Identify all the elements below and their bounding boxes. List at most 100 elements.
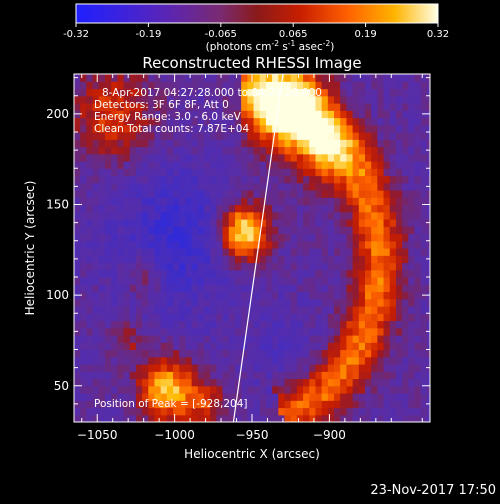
- heatmap-cell: [204, 168, 211, 177]
- heatmap-cell: [129, 226, 137, 235]
- heatmap-cell: [179, 103, 187, 111]
- heatmap-cell: [234, 248, 242, 256]
- heatmap-cell: [346, 277, 354, 285]
- heatmap-cell: [352, 306, 360, 314]
- heatmap-cell: [111, 255, 118, 264]
- heatmap-cell: [160, 371, 168, 380]
- heatmap-cell: [321, 161, 329, 169]
- heatmap-cell: [327, 306, 335, 314]
- heatmap-cell: [358, 81, 366, 90]
- heatmap-cell: [142, 284, 149, 293]
- heatmap-cell: [117, 407, 125, 416]
- heatmap-cell: [197, 255, 205, 264]
- heatmap-cell: [173, 139, 180, 148]
- heatmap-cell: [327, 378, 335, 387]
- heatmap-cell: [346, 124, 354, 133]
- heatmap-cell: [111, 219, 118, 227]
- heatmap-cell: [197, 371, 205, 380]
- heatmap-cell: [364, 168, 372, 177]
- heatmap-cell: [241, 211, 248, 220]
- heatmap-cell: [111, 139, 118, 148]
- heatmap-cell: [303, 197, 310, 206]
- heatmap-cell: [358, 327, 366, 336]
- heatmap-cell: [420, 240, 428, 249]
- heatmap-cell: [358, 117, 366, 126]
- heatmap-cell: [173, 400, 180, 409]
- heatmap-cell: [111, 385, 118, 394]
- heatmap-cell: [204, 161, 211, 169]
- heatmap-cell: [111, 327, 118, 336]
- heatmap-cell: [179, 356, 187, 365]
- heatmap-cell: [123, 168, 131, 177]
- heatmap-cell: [340, 400, 348, 409]
- heatmap-cell: [358, 103, 366, 111]
- heatmap-cell: [377, 284, 385, 293]
- heatmap-cell: [395, 103, 403, 111]
- heatmap-cell: [315, 197, 323, 206]
- heatmap-cell: [154, 349, 162, 358]
- heatmap-cell: [148, 255, 156, 264]
- heatmap-cell: [327, 255, 335, 264]
- heatmap-cell: [352, 211, 360, 220]
- heatmap-cell: [80, 269, 87, 278]
- heatmap-cell: [191, 88, 199, 97]
- heatmap-cell: [142, 81, 149, 90]
- heatmap-cell: [74, 117, 81, 126]
- heatmap-cell: [420, 335, 428, 343]
- heatmap-cell: [160, 81, 168, 90]
- heatmap-cell: [210, 190, 217, 198]
- heatmap-cell: [364, 74, 372, 82]
- heatmap-cell: [315, 103, 323, 111]
- heatmap-cell: [352, 190, 360, 198]
- heatmap-cell: [272, 335, 279, 343]
- heatmap-cell: [395, 262, 403, 271]
- heatmap-cell: [296, 284, 304, 293]
- heatmap-cell: [148, 349, 156, 358]
- annotation-energy-range: Energy Range: 3.0 - 6.0 keV: [94, 111, 242, 123]
- heatmap-cell: [166, 407, 174, 416]
- heatmap-cell: [309, 248, 317, 256]
- heatmap-cell: [346, 233, 354, 242]
- heatmap-cell: [402, 88, 409, 97]
- heatmap-cell: [104, 124, 112, 133]
- heatmap-cell: [309, 182, 317, 191]
- heatmap-cell: [117, 74, 125, 82]
- heatmap-cell: [389, 356, 397, 365]
- heatmap-cell: [253, 233, 261, 242]
- heatmap-cell: [104, 298, 112, 307]
- heatmap-cell: [123, 103, 131, 111]
- heatmap-cell: [98, 284, 106, 293]
- heatmap-cell: [272, 95, 279, 104]
- heatmap-cell: [321, 117, 329, 126]
- heatmap-cell: [303, 103, 310, 111]
- heatmap-cell: [123, 95, 131, 104]
- heatmap-cell: [340, 248, 348, 256]
- heatmap-cell: [123, 161, 131, 169]
- heatmap-cell: [259, 393, 267, 401]
- heatmap-cell: [389, 414, 397, 422]
- heatmap-cell: [395, 219, 403, 227]
- heatmap-cell: [284, 414, 292, 422]
- heatmap-cell: [142, 226, 149, 235]
- heatmap-cell: [334, 190, 341, 198]
- heatmap-cell: [166, 211, 174, 220]
- heatmap-cell: [123, 407, 131, 416]
- heatmap-cell: [259, 364, 267, 372]
- heatmap-cell: [290, 306, 298, 314]
- heatmap-cell: [228, 364, 236, 372]
- heatmap-cell: [278, 197, 286, 206]
- heatmap-cell: [253, 204, 261, 213]
- heatmap-cell: [315, 74, 323, 82]
- heatmap-cell: [154, 240, 162, 249]
- heatmap-cell: [191, 168, 199, 177]
- heatmap-cell: [247, 233, 255, 242]
- heatmap-cell: [86, 349, 94, 358]
- heatmap-cell: [278, 74, 286, 82]
- heatmap-cell: [408, 95, 416, 104]
- heatmap-cell: [197, 313, 205, 322]
- heatmap-cell: [340, 364, 348, 372]
- heatmap-cell: [321, 306, 329, 314]
- heatmap-cell: [377, 277, 385, 285]
- heatmap-cell: [98, 103, 106, 111]
- heatmap-cell: [222, 342, 230, 351]
